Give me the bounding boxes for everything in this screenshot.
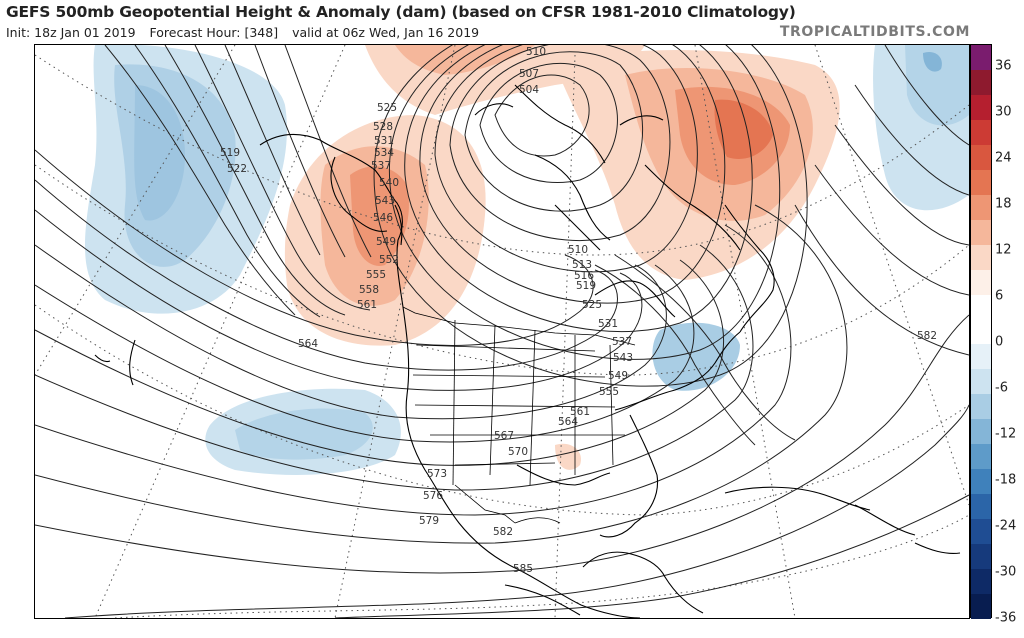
svg-text:546: 546 bbox=[373, 212, 393, 224]
svg-text:540: 540 bbox=[379, 177, 399, 189]
colorbar-tick-label: 6 bbox=[995, 288, 1004, 304]
svg-text:519: 519 bbox=[220, 147, 240, 159]
svg-text:534: 534 bbox=[374, 147, 394, 159]
svg-text:549: 549 bbox=[608, 370, 628, 382]
svg-text:582: 582 bbox=[493, 526, 513, 538]
colorbar-segment bbox=[971, 94, 991, 120]
map-panel: 519 522 525 528 531 534 537 540 543 546 … bbox=[34, 44, 970, 619]
svg-text:585: 585 bbox=[513, 563, 533, 575]
lat-lon-grid bbox=[35, 45, 969, 618]
colorbar-tick-label: 12 bbox=[995, 242, 1012, 258]
svg-text:537: 537 bbox=[371, 160, 391, 172]
colorbar-tick-label: -24 bbox=[995, 518, 1017, 534]
colorbar-segment bbox=[971, 419, 991, 445]
colorbar-tick-label: 30 bbox=[995, 104, 1012, 120]
colorbar-tick-label: 18 bbox=[995, 196, 1012, 212]
svg-text:507: 507 bbox=[519, 68, 539, 80]
colorbar-tick-label: -12 bbox=[995, 426, 1017, 442]
coastlines bbox=[94, 84, 961, 618]
colorbar-tick-label: 0 bbox=[995, 334, 1004, 350]
contour-labels: 519 522 525 528 531 534 537 540 543 546 … bbox=[220, 46, 937, 575]
colorbar-segment bbox=[971, 344, 991, 370]
svg-text:582: 582 bbox=[917, 330, 937, 342]
colorbar-segment bbox=[971, 119, 991, 145]
colorbar-segment bbox=[971, 519, 991, 545]
svg-text:561: 561 bbox=[570, 406, 590, 418]
svg-text:555: 555 bbox=[366, 269, 386, 281]
svg-text:522: 522 bbox=[227, 163, 247, 175]
svg-text:525: 525 bbox=[582, 299, 602, 311]
site-watermark: TROPICALTIDBITS.COM bbox=[779, 24, 970, 40]
svg-text:513: 513 bbox=[572, 259, 592, 271]
svg-text:528: 528 bbox=[373, 121, 393, 133]
svg-text:531: 531 bbox=[374, 135, 394, 147]
neg-anomaly-eastcoast bbox=[652, 322, 740, 391]
colorbar-tick-label: -30 bbox=[995, 564, 1017, 580]
svg-text:573: 573 bbox=[427, 468, 447, 480]
colorbar-segment bbox=[971, 369, 991, 395]
colorbar-segment bbox=[971, 169, 991, 195]
svg-text:510: 510 bbox=[568, 244, 588, 256]
colorbar-tick-label: -18 bbox=[995, 472, 1017, 488]
colorbar-segment bbox=[971, 494, 991, 520]
colorbar-segment bbox=[971, 69, 991, 95]
svg-text:564: 564 bbox=[558, 416, 578, 428]
colorbar-segment bbox=[971, 544, 991, 570]
svg-text:561: 561 bbox=[357, 299, 377, 311]
colorbar-segment bbox=[971, 394, 991, 420]
svg-text:558: 558 bbox=[359, 284, 379, 296]
colorbar bbox=[970, 44, 992, 619]
colorbar-segment bbox=[971, 194, 991, 220]
svg-text:516: 516 bbox=[574, 270, 594, 282]
colorbar-tick-label: 24 bbox=[995, 150, 1012, 166]
svg-text:549: 549 bbox=[376, 236, 396, 248]
height-contours bbox=[35, 45, 969, 618]
svg-text:552: 552 bbox=[379, 254, 399, 266]
colorbar-segment bbox=[971, 219, 991, 245]
svg-text:525: 525 bbox=[377, 102, 397, 114]
colorbar-segment bbox=[971, 244, 991, 270]
colorbar-segment bbox=[971, 45, 991, 70]
svg-text:504: 504 bbox=[519, 84, 539, 96]
colorbar-segment bbox=[971, 444, 991, 470]
colorbar-segment bbox=[971, 294, 991, 320]
colorbar-segment bbox=[971, 469, 991, 495]
colorbar-tick-label: -36 bbox=[995, 610, 1017, 626]
colorbar-tick-label: 36 bbox=[995, 58, 1012, 74]
chart-subtitle: Init: 18z Jan 01 2019 Forecast Hour: [34… bbox=[6, 25, 489, 40]
svg-text:579: 579 bbox=[419, 515, 439, 527]
map-canvas: 519 522 525 528 531 534 537 540 543 546 … bbox=[35, 45, 969, 618]
colorbar-segment bbox=[971, 269, 991, 295]
colorbar-segment bbox=[971, 144, 991, 170]
svg-text:576: 576 bbox=[423, 490, 443, 502]
svg-text:537: 537 bbox=[612, 336, 632, 348]
colorbar-segment bbox=[971, 319, 991, 345]
svg-text:543: 543 bbox=[375, 195, 395, 207]
forecast-hour: Forecast Hour: [348] bbox=[149, 25, 279, 40]
colorbar-tick-label: -6 bbox=[995, 380, 1008, 396]
svg-text:531: 531 bbox=[598, 318, 618, 330]
colorbar-segment bbox=[971, 569, 991, 594]
svg-text:564: 564 bbox=[298, 338, 318, 350]
political-borders bbox=[402, 306, 636, 524]
svg-text:555: 555 bbox=[599, 386, 619, 398]
svg-text:570: 570 bbox=[508, 446, 528, 458]
init-time: Init: 18z Jan 01 2019 bbox=[6, 25, 136, 40]
svg-text:510: 510 bbox=[526, 46, 546, 58]
colorbar-segment bbox=[971, 593, 991, 619]
svg-text:519: 519 bbox=[576, 280, 596, 292]
svg-text:543: 543 bbox=[613, 352, 633, 364]
svg-text:567: 567 bbox=[494, 430, 514, 442]
valid-time: valid at 06z Wed, Jan 16 2019 bbox=[292, 25, 480, 40]
chart-title: GEFS 500mb Geopotential Height & Anomaly… bbox=[6, 3, 796, 21]
